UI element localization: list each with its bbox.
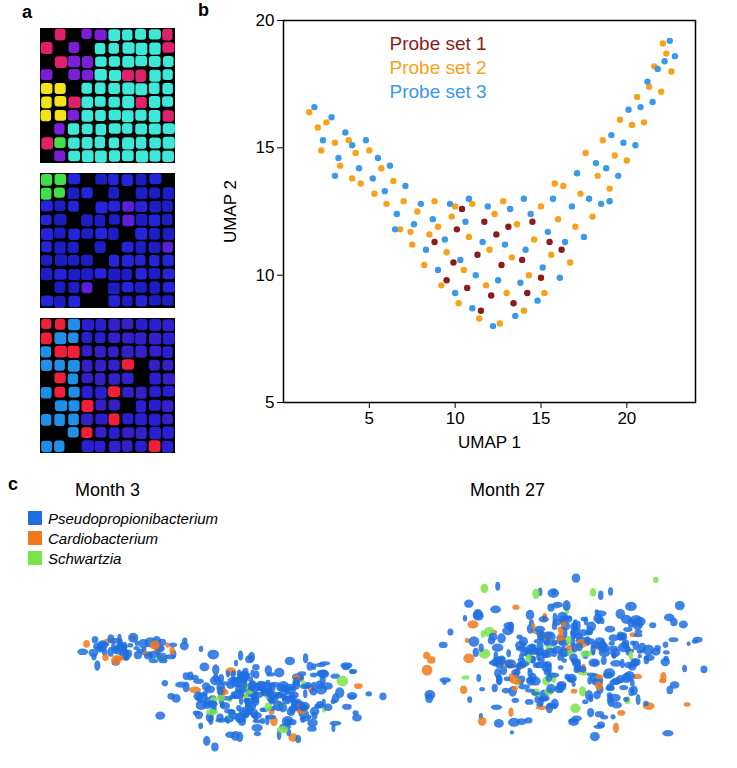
- svg-text:UMAP 2: UMAP 2: [221, 180, 240, 243]
- svg-text:Probe set 3: Probe set 3: [390, 81, 487, 102]
- svg-text:10: 10: [256, 266, 275, 285]
- html-text:Pseudopropionibacterium: Pseudopropionibacterium: [48, 509, 219, 527]
- svg-text:15: 15: [256, 138, 275, 157]
- svg-text:10: 10: [446, 409, 465, 428]
- html-text:Schwartzia: Schwartzia: [48, 549, 122, 567]
- html-text:Cardiobacterium: Cardiobacterium: [48, 529, 158, 547]
- svg-text:Probe set 1: Probe set 1: [390, 33, 487, 54]
- svg-text:Probe set 2: Probe set 2: [390, 57, 487, 78]
- svg-text:20: 20: [256, 11, 275, 30]
- svg-text:UMAP 1: UMAP 1: [458, 433, 521, 452]
- svg-text:15: 15: [532, 409, 551, 428]
- html-text:a: a: [22, 2, 32, 22]
- html-text:Month 27: Month 27: [470, 480, 546, 500]
- html-text:Month 3: Month 3: [75, 480, 140, 500]
- html-text:b: b: [198, 0, 209, 20]
- svg-text:20: 20: [617, 409, 636, 428]
- html-text:c: c: [8, 474, 18, 494]
- svg-text:5: 5: [265, 393, 274, 412]
- svg-text:5: 5: [365, 409, 374, 428]
